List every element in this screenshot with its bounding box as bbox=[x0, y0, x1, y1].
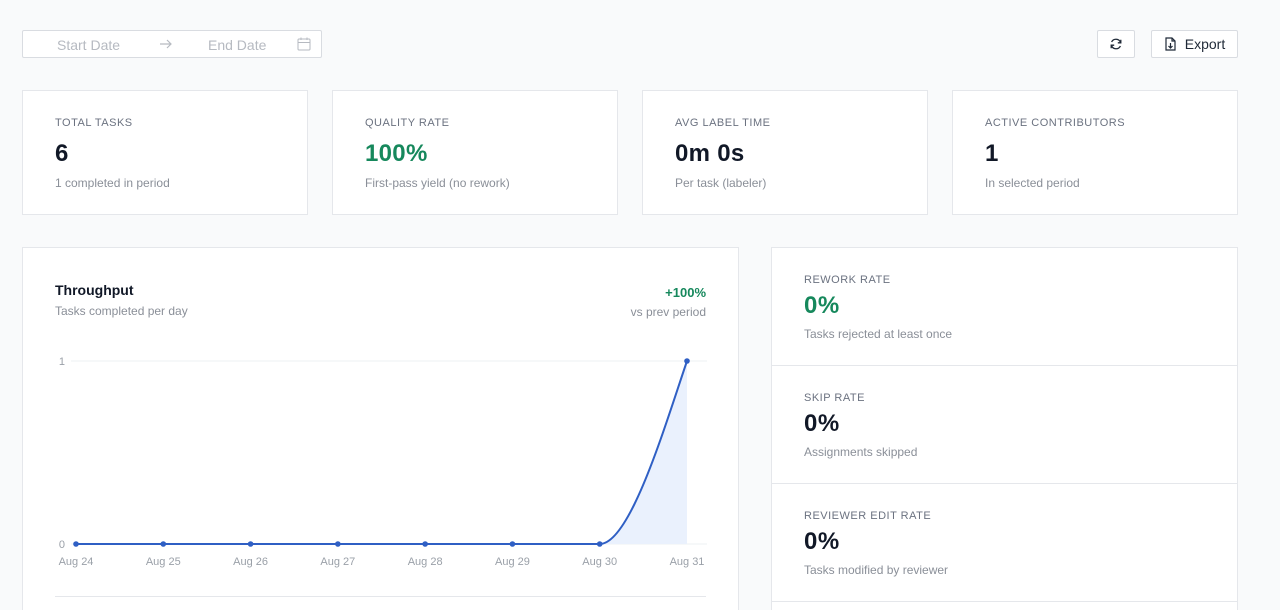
date-range-picker[interactable]: Start Date End Date bbox=[22, 30, 322, 58]
x-tick-label: Aug 26 bbox=[233, 556, 268, 568]
throughput-subtitle: Tasks completed per day bbox=[55, 304, 188, 318]
y-tick-label: 0 bbox=[59, 539, 65, 551]
kpi-subtext: First-pass yield (no rework) bbox=[365, 176, 510, 190]
rate-subtext: Tasks rejected at least once bbox=[804, 327, 953, 341]
kpi-label: ACTIVE CONTRIBUTORS bbox=[985, 117, 1126, 129]
series-area bbox=[76, 361, 687, 544]
rate-row-reviewer-edit: REVIEWER EDIT RATE 0% Tasks modified by … bbox=[772, 484, 1237, 602]
kpi-subtext: 1 completed in period bbox=[55, 176, 170, 190]
kpi-label: QUALITY RATE bbox=[365, 117, 450, 129]
rate-value: 0% bbox=[804, 292, 840, 319]
data-point bbox=[596, 541, 603, 547]
divider bbox=[55, 596, 706, 597]
kpi-value: 100% bbox=[365, 140, 428, 167]
throughput-change-caption: vs prev period bbox=[630, 305, 706, 319]
y-tick-label: 1 bbox=[59, 356, 65, 368]
kpi-card-avg-label-time: AVG LABEL TIME 0m 0s Per task (labeler) bbox=[642, 90, 928, 215]
data-point bbox=[422, 541, 428, 547]
kpi-label: AVG LABEL TIME bbox=[675, 117, 771, 129]
x-tick-label: Aug 27 bbox=[320, 556, 355, 568]
x-tick-label: Aug 28 bbox=[408, 556, 443, 568]
throughput-chart: 0 1 Aug 24 Aug 25 Aug 26 Aug 27 Aug 28 Aug 29 Au… bbox=[59, 356, 707, 568]
kpi-subtext: Per task (labeler) bbox=[675, 176, 767, 190]
rate-row-rework: REWORK RATE 0% Tasks rejected at least o… bbox=[772, 248, 1237, 366]
rate-label: SKIP RATE bbox=[804, 392, 865, 404]
rate-value: 0% bbox=[804, 528, 840, 555]
kpi-label: TOTAL TASKS bbox=[55, 117, 133, 129]
start-date-input[interactable]: Start Date bbox=[57, 37, 121, 53]
x-tick-label: Aug 31 bbox=[670, 556, 705, 568]
data-point bbox=[684, 358, 690, 364]
x-tick-label: Aug 29 bbox=[495, 556, 530, 568]
throughput-panel: Throughput Tasks completed per day +100%… bbox=[22, 247, 739, 610]
throughput-title: Throughput bbox=[55, 282, 134, 298]
rates-panel: REWORK RATE 0% Tasks rejected at least o… bbox=[771, 247, 1238, 610]
data-point bbox=[73, 541, 79, 547]
x-tick-label: Aug 24 bbox=[59, 556, 94, 568]
file-export-icon bbox=[1165, 37, 1176, 51]
refresh-icon bbox=[1110, 38, 1122, 50]
kpi-card-total-tasks: TOTAL TASKS 6 1 completed in period bbox=[22, 90, 308, 215]
data-point bbox=[160, 541, 167, 547]
series-line bbox=[76, 360, 688, 545]
x-tick-label: Aug 25 bbox=[146, 556, 181, 568]
throughput-change: +100% bbox=[665, 285, 706, 300]
data-point bbox=[247, 541, 254, 547]
refresh-button[interactable] bbox=[1097, 30, 1135, 58]
end-date-input[interactable]: End Date bbox=[208, 37, 267, 53]
kpi-value: 6 bbox=[55, 140, 69, 167]
rate-subtext: Tasks modified by reviewer bbox=[804, 563, 949, 577]
rate-value: 0% bbox=[804, 410, 840, 437]
arrow-right-icon bbox=[160, 39, 172, 49]
kpi-value: 0m 0s bbox=[675, 140, 745, 167]
kpi-subtext: In selected period bbox=[985, 176, 1080, 190]
kpi-card-active-contributors: ACTIVE CONTRIBUTORS 1 In selected period bbox=[952, 90, 1238, 215]
export-button[interactable]: Export bbox=[1151, 30, 1238, 58]
kpi-card-quality-rate: QUALITY RATE 100% First-pass yield (no r… bbox=[332, 90, 618, 215]
rate-subtext: Assignments skipped bbox=[804, 445, 918, 459]
rate-label: REWORK RATE bbox=[804, 274, 891, 286]
x-tick-label: Aug 30 bbox=[582, 556, 617, 568]
rate-label: REVIEWER EDIT RATE bbox=[804, 510, 932, 522]
data-point bbox=[509, 541, 516, 547]
export-label: Export bbox=[1184, 36, 1226, 52]
calendar-icon bbox=[297, 37, 311, 51]
kpi-value: 1 bbox=[985, 140, 999, 167]
data-point bbox=[335, 541, 341, 547]
rate-row-skip: SKIP RATE 0% Assignments skipped bbox=[772, 366, 1237, 484]
